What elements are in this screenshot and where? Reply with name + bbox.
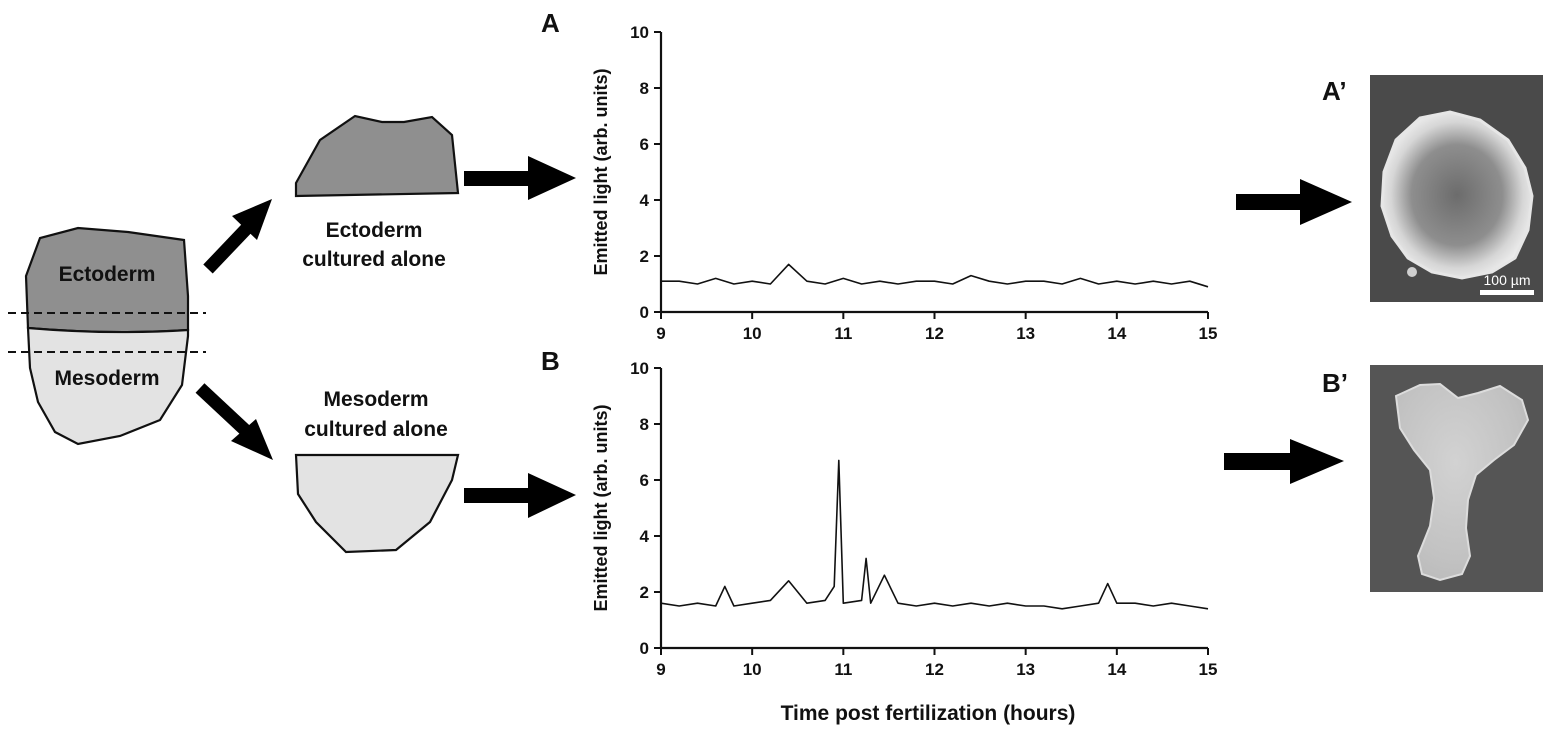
y-tick-label: 10	[630, 359, 649, 378]
x-tick-label: 11	[834, 660, 852, 679]
chart-b: 0 2 4 6 8 10 9 10 11 12 13 14 15 Emitted light (arb. …	[591, 359, 1217, 679]
y-tick-label: 0	[640, 303, 649, 322]
x-tick-label: 15	[1199, 660, 1218, 679]
embryo-schematic: Ectoderm Mesoderm	[8, 226, 206, 446]
ectoderm-alone-caption-line1: Ectoderm	[326, 219, 423, 242]
split-arrows	[195, 199, 273, 460]
panel-label-b-prime: B’	[1322, 368, 1348, 398]
x-tick-label: 12	[925, 324, 944, 343]
panel-label-a: A	[541, 8, 560, 38]
mesoderm-explant-shape	[294, 453, 460, 554]
panel-label-a-prime: A’	[1322, 76, 1347, 106]
x-tick-label: 12	[925, 660, 944, 679]
arrow-to-ectoderm-icon	[203, 199, 272, 274]
mesoderm-explant: Mesoderm cultured alone	[294, 388, 460, 554]
arrow-meso-to-chart-icon	[464, 473, 576, 518]
x-tick-label: 11	[834, 324, 852, 343]
ectoderm-explant-shape	[294, 114, 460, 198]
mesoderm-alone-caption-line1: Mesoderm	[323, 388, 428, 411]
x-tick-label: 10	[743, 324, 762, 343]
ectoderm-label: Ectoderm	[59, 263, 156, 286]
x-tick-label: 9	[656, 324, 665, 343]
micrograph-a-prime: 100 µm	[1370, 75, 1543, 302]
y-tick-label: 8	[640, 79, 649, 98]
arrow-to-mesoderm-icon	[195, 383, 273, 460]
y-tick-label: 0	[640, 639, 649, 658]
y-axis-title: Emitted light (arb. units)	[591, 405, 611, 612]
mesoderm-explant-micrograph-icon	[1394, 382, 1530, 582]
scale-bar	[1480, 290, 1534, 295]
ectoderm-explant-micrograph-icon	[1380, 110, 1534, 280]
mesoderm-label: Mesoderm	[54, 367, 159, 390]
series-line	[661, 263, 1209, 288]
arrow-chart-b-to-image-icon	[1224, 439, 1344, 484]
y-tick-label: 2	[640, 247, 649, 266]
y-tick-label: 4	[640, 527, 650, 546]
y-tick-label: 10	[630, 23, 649, 42]
y-tick-label: 4	[640, 191, 650, 210]
x-tick-label: 15	[1199, 324, 1218, 343]
y-tick-label: 6	[640, 471, 649, 490]
y-tick-label: 8	[640, 415, 649, 434]
chart-a: 0 2 4 6 8 10 9 10 11 12 13 14 15 Emitted light (arb. …	[591, 23, 1217, 343]
x-tick-label: 13	[1016, 660, 1035, 679]
scale-bar-label: 100 µm	[1484, 272, 1531, 288]
x-tick-label: 10	[743, 660, 762, 679]
series-line	[660, 459, 1209, 610]
arrow-chart-a-to-image-icon	[1236, 179, 1352, 225]
x-tick-label: 14	[1107, 324, 1126, 343]
ectoderm-alone-caption-line2: cultured alone	[302, 248, 446, 271]
micrograph-b-prime	[1370, 365, 1543, 592]
ectoderm-explant: Ectoderm cultured alone	[294, 114, 460, 271]
x-tick-label: 9	[656, 660, 665, 679]
x-tick-label: 13	[1016, 324, 1035, 343]
y-tick-label: 6	[640, 135, 649, 154]
arrow-ecto-to-chart-icon	[464, 156, 576, 200]
x-axis-title: Time post fertilization (hours)	[781, 702, 1076, 725]
y-axis-title: Emitted light (arb. units)	[591, 69, 611, 276]
panel-label-b: B	[541, 346, 560, 376]
mesoderm-region	[26, 326, 190, 446]
x-tick-label: 14	[1107, 660, 1126, 679]
mesoderm-alone-caption-line2: cultured alone	[304, 418, 448, 441]
y-tick-label: 2	[640, 583, 649, 602]
